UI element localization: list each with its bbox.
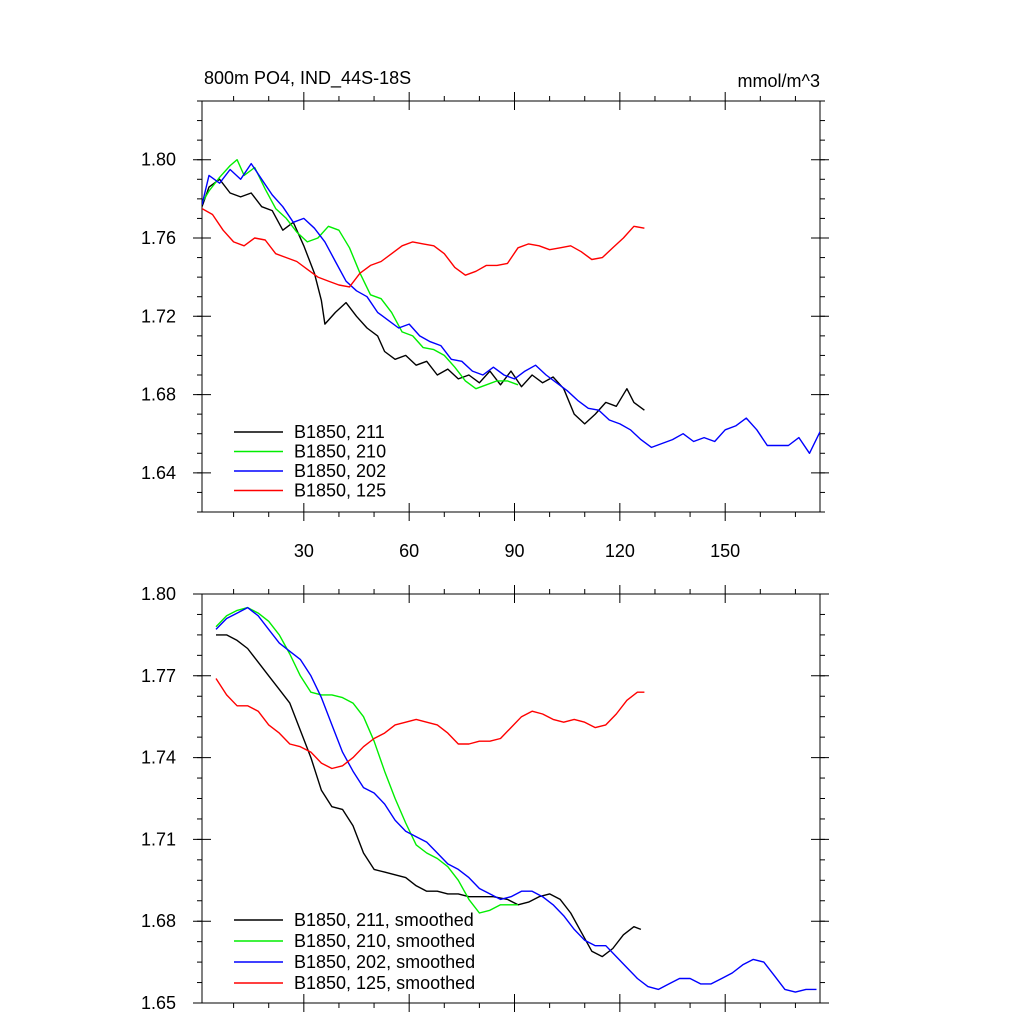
series-line [202,178,645,425]
units-label: mmol/m^3 [738,71,820,91]
legend-label: B1850, 202, smoothed [294,952,475,972]
series-line [202,207,645,288]
y-tick-label: 1.80 [141,584,176,604]
legend-label: B1850, 125 [294,481,386,501]
x-tick-label: 30 [294,541,314,561]
y-tick-label: 1.68 [141,385,176,405]
bottom-panel-smoothed: 1.65 1.68 1.71 1.74 1.77 1.80 B1850, 211, smoo… [141,584,829,1013]
y-tick-label: 1.64 [141,463,176,483]
top-panel-raw: 30 60 90 120 150 1.64 1.68 1.72 1.76 1.80 B1850, 2… [141,92,829,561]
axis-ticks [193,585,829,1012]
series-line [215,606,518,914]
chart-title: 800m PO4, IND_44S-18S [204,68,411,89]
y-tick-label: 1.65 [141,993,176,1013]
x-tick-label: 120 [605,541,635,561]
legend-label: B1850, 210, smoothed [294,931,475,951]
x-tick-label: 90 [504,541,524,561]
legend-label: B1850, 211, smoothed [294,910,474,930]
y-tick-label: 1.68 [141,911,176,931]
legend-label: B1850, 211 [294,422,385,442]
y-tick-label: 1.74 [141,748,176,768]
y-tick-label: 1.80 [141,150,176,170]
series-line [215,606,817,993]
legend-label: B1850, 202 [294,461,386,481]
y-tick-label: 1.76 [141,228,176,248]
y-tick-label: 1.72 [141,306,176,326]
y-tick-label: 1.77 [141,666,176,686]
plot-frame [201,100,821,513]
axis-ticks [193,92,829,521]
series-line [202,158,519,390]
x-tick-label: 60 [399,541,419,561]
legend-label: B1850, 210 [294,442,386,462]
series-line [216,634,642,958]
x-tick-label: 150 [710,541,740,561]
y-tick-label: 1.71 [141,829,176,849]
legend-label: B1850, 125, smoothed [294,973,475,993]
series-line [215,678,645,770]
series-line [202,162,820,454]
